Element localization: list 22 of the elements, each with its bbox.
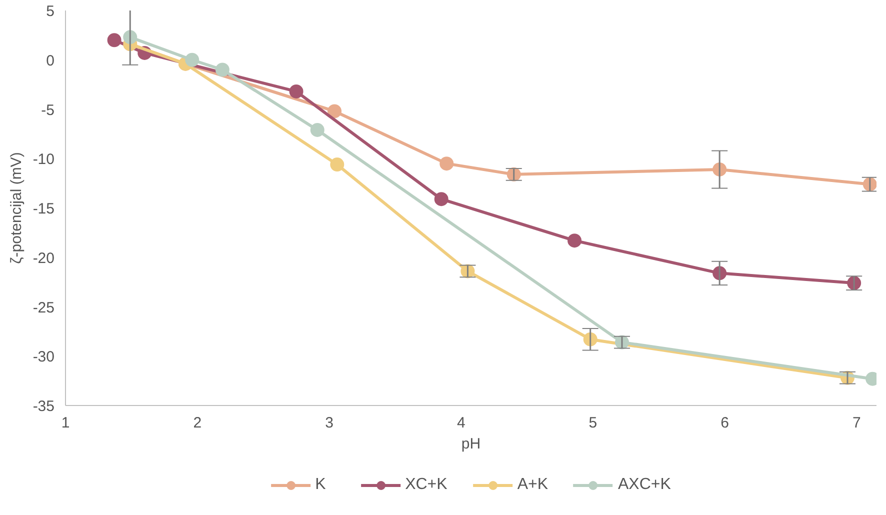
y-tick-label: 5 [46,3,54,20]
y-tick-label: -15 [32,200,55,218]
x-tick-label: 5 [588,414,598,432]
y-tick-label: -20 [32,250,55,267]
x-tick-label: 7 [852,414,861,432]
legend-label: XC+K [405,476,448,494]
y-tick-label: 0 [46,52,54,70]
y-tick-label: -10 [32,151,55,168]
y-axis-title: ζ-potencijal (mV) [8,152,25,264]
legend-label: A+K [517,476,548,494]
y-tick-label: -25 [32,299,55,316]
legend-label: K [315,476,327,494]
x-tick-label: 2 [193,414,202,432]
y-tick-label: -5 [41,102,55,119]
x-axis-title: pH [461,436,481,452]
x-tick-label: 4 [456,414,466,432]
legend-label: AXC+K [618,476,671,494]
y-tick-label: -35 [32,398,55,415]
x-tick-label: 3 [325,414,334,432]
x-tick-label: 6 [720,414,730,432]
x-tick-label: 1 [61,414,70,432]
y-tick-label: -30 [32,348,55,366]
